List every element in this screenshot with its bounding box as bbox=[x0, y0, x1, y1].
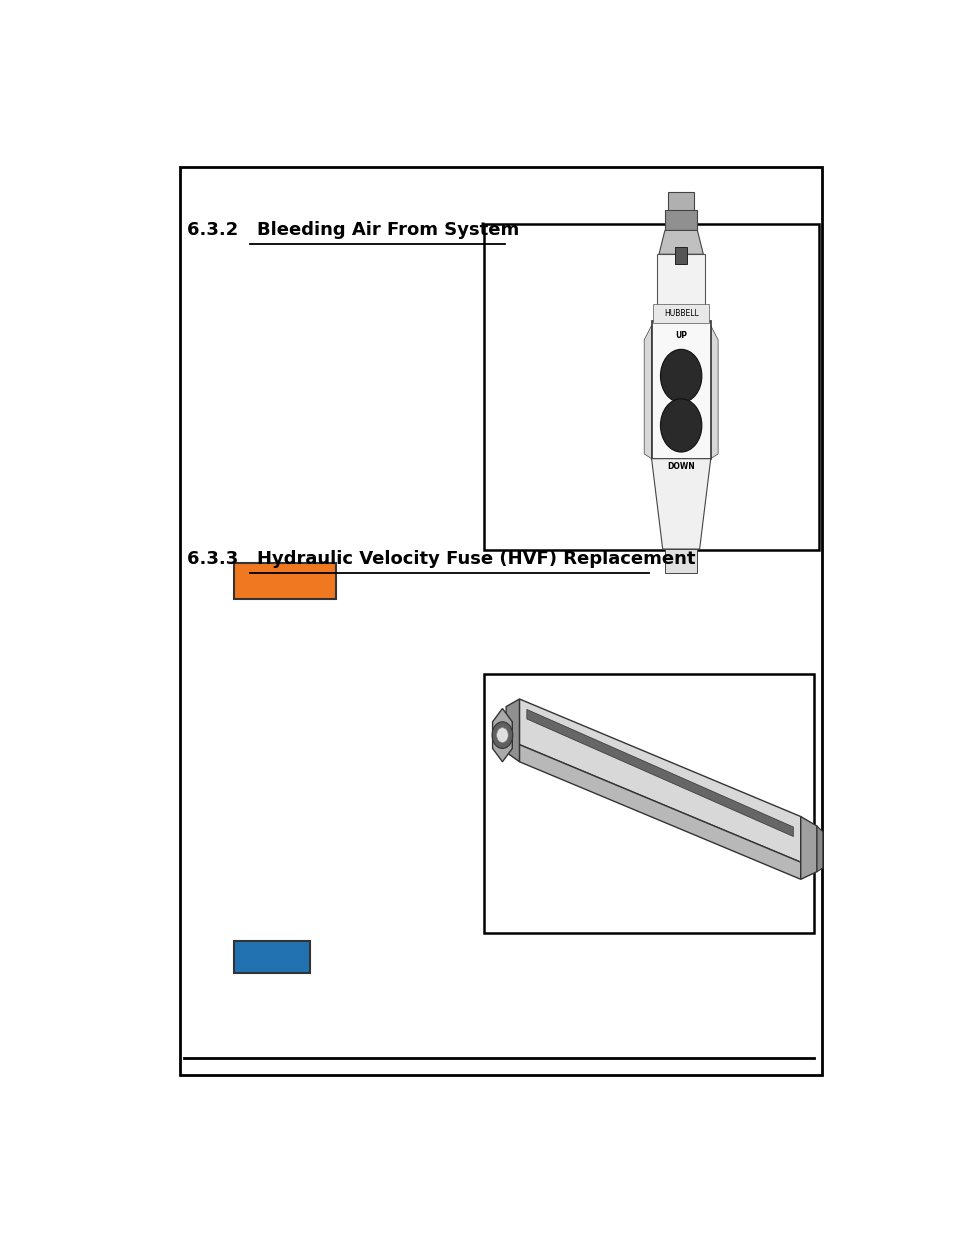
Text: 6.3.3   Hydraulic Velocity Fuse (HVF) Replacement: 6.3.3 Hydraulic Velocity Fuse (HVF) Repl… bbox=[187, 551, 695, 568]
Bar bbox=[675, 247, 686, 264]
Polygon shape bbox=[659, 231, 702, 254]
Polygon shape bbox=[643, 326, 651, 458]
Bar bbox=[483, 225, 819, 551]
Polygon shape bbox=[506, 699, 518, 762]
Polygon shape bbox=[518, 745, 800, 879]
Bar bbox=[664, 550, 697, 573]
Polygon shape bbox=[526, 709, 793, 836]
Text: DOWN: DOWN bbox=[666, 462, 695, 471]
Text: 6.3.2   Bleeding Air From System: 6.3.2 Bleeding Air From System bbox=[187, 221, 519, 240]
Circle shape bbox=[659, 350, 701, 403]
Bar bbox=[664, 210, 697, 231]
Bar bbox=[653, 304, 708, 322]
Bar bbox=[483, 674, 813, 932]
Polygon shape bbox=[651, 458, 710, 550]
Polygon shape bbox=[492, 709, 512, 762]
Polygon shape bbox=[816, 826, 822, 872]
Bar bbox=[657, 254, 704, 311]
Polygon shape bbox=[518, 699, 800, 862]
Circle shape bbox=[659, 399, 701, 452]
Bar bbox=[667, 193, 694, 211]
Text: UP: UP bbox=[675, 331, 686, 340]
Bar bbox=[180, 167, 821, 1076]
Polygon shape bbox=[710, 326, 718, 458]
Bar bbox=[233, 563, 335, 599]
Text: HUBBELL: HUBBELL bbox=[663, 309, 698, 317]
Bar bbox=[233, 941, 310, 973]
Circle shape bbox=[492, 721, 513, 748]
Bar bbox=[651, 321, 710, 458]
Circle shape bbox=[497, 727, 508, 742]
Polygon shape bbox=[800, 816, 816, 879]
